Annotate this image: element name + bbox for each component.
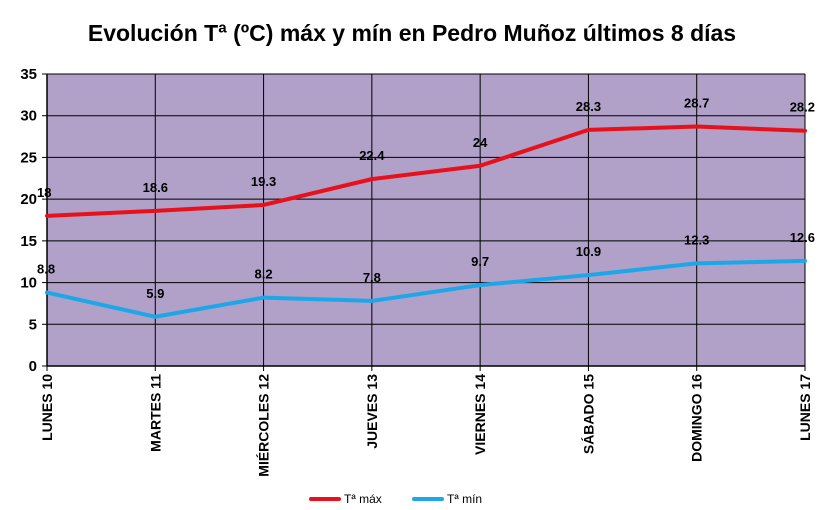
data-label: 18.6 bbox=[143, 180, 168, 195]
series-lines bbox=[45, 124, 807, 319]
x-tick-label: LUNES 10 bbox=[39, 374, 55, 441]
series-line bbox=[45, 124, 807, 218]
data-label: 18 bbox=[37, 185, 51, 200]
data-label: 8.2 bbox=[255, 267, 273, 282]
data-label: 19.3 bbox=[251, 174, 276, 189]
data-label: 12.6 bbox=[790, 230, 815, 245]
x-tick-label: JUEVES 13 bbox=[364, 374, 380, 449]
y-tick-label: 20 bbox=[20, 191, 37, 208]
data-label: 12.3 bbox=[684, 232, 709, 247]
data-label: 28.2 bbox=[790, 100, 815, 115]
data-label: 24 bbox=[473, 135, 488, 150]
x-tick-label: DOMINGO 16 bbox=[689, 374, 705, 462]
data-label: 9.7 bbox=[471, 254, 489, 269]
x-axis-ticks: LUNES 10 MARTES 11 MIÉRCOLES 12 JUEVES 13 VI… bbox=[39, 374, 813, 477]
data-label: 28.3 bbox=[576, 99, 601, 114]
series-line bbox=[45, 258, 807, 319]
y-tick-label: 0 bbox=[29, 358, 37, 375]
y-tick-label: 15 bbox=[20, 233, 37, 250]
y-tick-label: 10 bbox=[20, 275, 37, 292]
chart-title: Evolución Tª (ºC) máx y mín en Pedro Muñ… bbox=[87, 20, 737, 46]
y-tick-label: 30 bbox=[20, 108, 37, 125]
legend-label: Tª mín bbox=[447, 492, 482, 506]
data-label: 8.8 bbox=[37, 262, 55, 277]
data-labels: 18 18.6 19.3 22.4 24 28.3 28.7 28.2 8.8 5.9 8.2 7.8… bbox=[37, 96, 815, 301]
data-label: 5.9 bbox=[146, 286, 164, 301]
x-tick-label: MIÉRCOLES 12 bbox=[256, 374, 272, 477]
x-tick-label: MARTES 11 bbox=[147, 374, 163, 452]
plot-area bbox=[47, 74, 805, 366]
x-tick-label: VIERNES 14 bbox=[472, 374, 488, 455]
legend: Tª máx Tª mín bbox=[309, 492, 482, 506]
x-tick-label: SÁBADO 15 bbox=[580, 374, 596, 454]
y-tick-label: 25 bbox=[20, 149, 37, 166]
y-tick-label: 35 bbox=[20, 66, 37, 83]
data-label: 22.4 bbox=[359, 148, 385, 163]
data-label: 7.8 bbox=[363, 270, 381, 285]
data-label: 28.7 bbox=[684, 96, 709, 111]
gridlines bbox=[42, 73, 806, 371]
data-label: 10.9 bbox=[576, 244, 601, 259]
legend-label: Tª máx bbox=[344, 492, 382, 506]
x-tick-label: LUNES 17 bbox=[797, 374, 813, 441]
y-tick-label: 5 bbox=[29, 316, 37, 333]
y-axis-ticks: 0 5 10 15 20 25 30 35 bbox=[20, 66, 37, 375]
